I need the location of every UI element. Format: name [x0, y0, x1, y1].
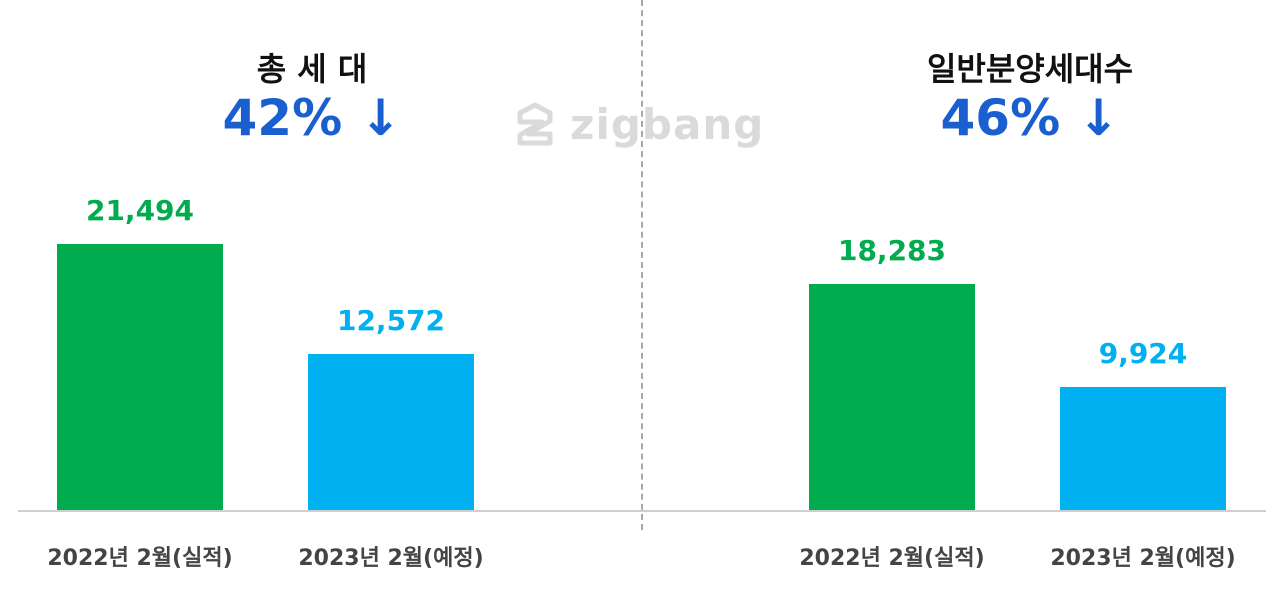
change-percent: 46% ↓	[940, 89, 1120, 147]
category-label: 2023년 2월(예정)	[298, 546, 484, 571]
category-label: 2022년 2월(실적)	[799, 546, 985, 571]
chart-baseline	[18, 510, 1266, 512]
bar-value-label: 9,924	[1098, 337, 1188, 370]
panel-divider	[641, 0, 643, 530]
watermark: zigbang	[510, 96, 764, 152]
bar-value-label: 21,494	[85, 194, 195, 227]
chart-title: 총 세 대	[256, 50, 368, 88]
bar-2022-actual	[57, 244, 223, 510]
bar-2022-actual	[809, 284, 975, 510]
chart-general-sale-households: 일반분양세대수 46% ↓ 18,283 9,924 2022년 2월(실적) …	[640, 0, 1280, 591]
bar-2023-planned	[308, 354, 474, 510]
zigbang-logo-icon	[517, 102, 553, 146]
change-percent: 42% ↓	[222, 89, 402, 147]
watermark-text: zigbang	[570, 99, 765, 149]
chart-title: 일반분양세대수	[926, 50, 1134, 88]
chart-total-households: 총 세 대 42% ↓ 21,494 12,572 2022년 2월(실적) 2…	[47, 50, 484, 571]
bar-2023-planned	[1060, 387, 1226, 510]
category-label: 2023년 2월(예정)	[1050, 546, 1236, 571]
bar-value-label: 18,283	[837, 234, 947, 267]
category-label: 2022년 2월(실적)	[47, 546, 233, 571]
bar-value-label: 12,572	[336, 304, 446, 337]
